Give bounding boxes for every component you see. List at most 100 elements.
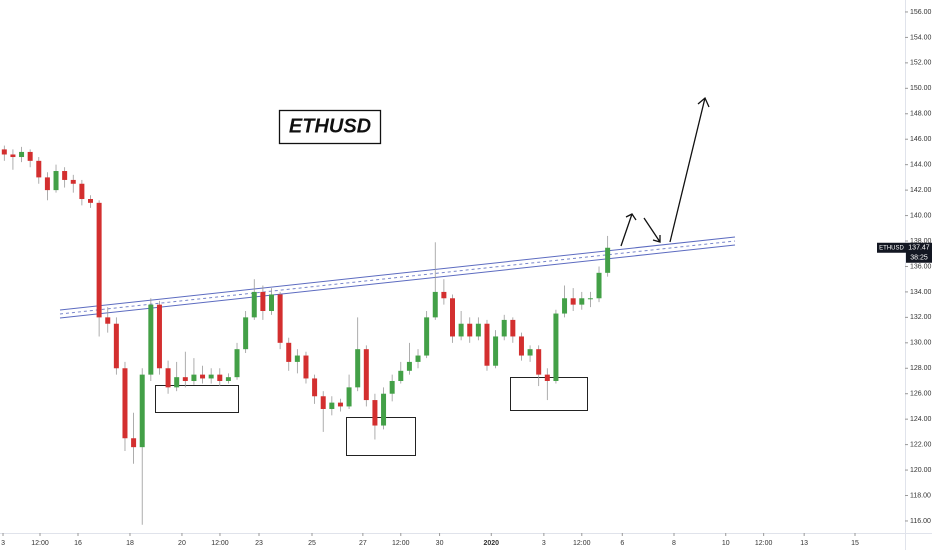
y-tick-label: 128.00 [910, 365, 932, 372]
candle-body [286, 342, 292, 362]
x-tick-label: 2020 [483, 540, 499, 547]
y-tick-label: 132.00 [910, 314, 932, 321]
candle-body [363, 349, 369, 401]
candle-body [579, 298, 585, 305]
candle-body [182, 377, 188, 381]
x-tick-label: 12:00 [392, 540, 410, 547]
candle-body [19, 151, 25, 158]
y-tick-label: 140.00 [910, 212, 932, 219]
candle-body [148, 304, 154, 375]
symbol-tag-label: ETHUSD [879, 245, 904, 251]
drawings [59, 96, 736, 456]
candle-body [62, 171, 68, 180]
y-tick-label: 150.00 [910, 85, 932, 92]
y-tick-label: 130.00 [910, 340, 932, 347]
x-tick-label: 6 [620, 540, 624, 547]
candle-body [113, 323, 119, 369]
candle-body [208, 374, 214, 379]
label-box [278, 109, 382, 145]
candle-body [475, 323, 481, 337]
candle-body [165, 368, 171, 388]
y-tick-label: 152.00 [910, 60, 932, 67]
x-tick-label: 3 [542, 540, 546, 547]
y-tick-label: 124.00 [910, 416, 932, 423]
x-tick-label: 15 [851, 540, 859, 547]
x-tick-label: 25 [308, 540, 316, 547]
candle-body [27, 151, 33, 161]
candle-body [605, 247, 611, 273]
candle-body [122, 368, 128, 439]
symbol-tag [877, 242, 906, 253]
x-tick-label: 18 [126, 540, 134, 547]
x-tick-label: 12:00 [31, 540, 49, 547]
candle-body [596, 272, 602, 299]
candle-body [234, 349, 240, 378]
candle-body [53, 171, 59, 191]
x-tick-label: 3 [1, 540, 5, 547]
candle-body [217, 374, 223, 381]
candle-body [312, 378, 318, 397]
x-tick-label: 23 [255, 540, 263, 547]
y-tick-label: 142.00 [910, 187, 932, 194]
candle-body [70, 179, 76, 184]
candle-body [36, 160, 42, 178]
y-tick-label: 154.00 [910, 34, 932, 41]
candle-body [562, 298, 568, 314]
y-tick-label: 116.00 [910, 518, 931, 525]
candle-body [346, 387, 352, 407]
candle-body [510, 319, 516, 337]
y-tick-label: 134.00 [910, 289, 932, 296]
candle-body [1, 149, 7, 155]
candle-body [544, 374, 550, 381]
candle-body [493, 336, 499, 366]
arrow [669, 96, 710, 243]
channel-upper [59, 236, 736, 311]
candle-body [458, 323, 464, 337]
y-tick-label: 138.00 [910, 238, 932, 245]
x-tick-label: 12:00 [573, 540, 591, 547]
candle-body [570, 298, 576, 305]
annotation: ETHUSD [289, 115, 371, 137]
plot: 116.00 118.00 120.00 122.00 124.00 126.00 128.… [1, 9, 932, 547]
candle-body [501, 319, 507, 337]
y-tick-label: 126.00 [910, 391, 932, 398]
price-tag [906, 242, 932, 263]
candle-body [389, 380, 395, 394]
candle-body [225, 377, 231, 381]
candle-body [191, 374, 197, 381]
x-tick-label: 13 [800, 540, 808, 547]
y-tick-label: 146.00 [910, 136, 932, 143]
candle-body [105, 317, 111, 324]
candle-body [424, 317, 430, 356]
x-tick-label: 27 [359, 540, 367, 547]
candle-body [10, 154, 16, 158]
y-tick-label: 120.00 [910, 467, 932, 474]
candle-body [536, 349, 542, 375]
candle-body [381, 393, 387, 426]
y-tick-label: 148.00 [910, 111, 932, 118]
box [155, 385, 239, 413]
candle-body [88, 199, 93, 203]
candle-body [553, 313, 559, 381]
x-tick-label: 12:00 [211, 540, 229, 547]
candle-body [260, 291, 266, 312]
x-tick-label: 8 [672, 540, 676, 547]
x-tick-label: 10 [722, 540, 730, 547]
candle-body [200, 374, 206, 379]
candle-body [406, 361, 412, 371]
candle-body [96, 202, 102, 318]
box [346, 417, 416, 456]
y-tick-label: 136.00 [910, 263, 932, 270]
candle-body [243, 317, 249, 350]
candle-body [587, 298, 593, 300]
x-tick-label: 20 [178, 540, 186, 547]
candle-body [355, 349, 361, 388]
candle-body [484, 323, 490, 366]
candle-body [372, 400, 378, 426]
candle-body [303, 355, 309, 379]
x-tick-label: 30 [436, 540, 444, 547]
y-tick-label: 156.00 [910, 9, 932, 16]
candle-body [450, 298, 455, 337]
